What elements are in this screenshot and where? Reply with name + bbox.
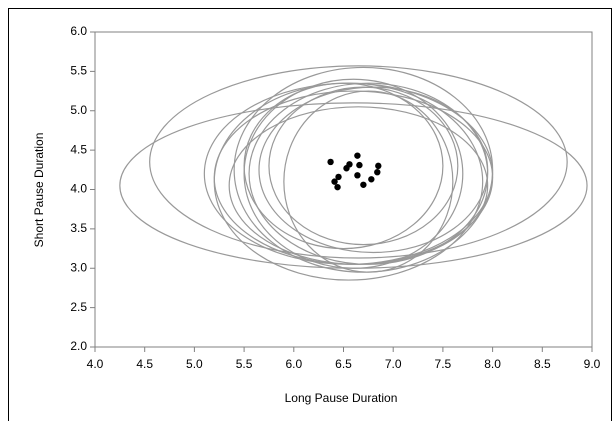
point bbox=[375, 162, 382, 170]
point bbox=[368, 176, 375, 183]
point bbox=[335, 173, 342, 181]
y-tick-label: 4.0 bbox=[70, 182, 87, 196]
ellipse bbox=[243, 78, 464, 269]
point bbox=[374, 168, 381, 176]
x-tick-label: 4.5 bbox=[136, 357, 153, 371]
ellipse bbox=[258, 86, 489, 254]
y-tick-label: 2.0 bbox=[70, 339, 87, 353]
ellipse bbox=[283, 90, 454, 273]
point bbox=[327, 158, 334, 166]
x-tick-label: 9.0 bbox=[584, 357, 601, 371]
point bbox=[331, 178, 338, 185]
ellipse bbox=[149, 65, 568, 259]
x-tick-label: 6.5 bbox=[335, 357, 352, 371]
y-tick-label: 3.5 bbox=[70, 221, 87, 235]
x-tick-label: 8.0 bbox=[484, 357, 501, 371]
x-tick-label: 7.5 bbox=[435, 357, 452, 371]
ellipse bbox=[213, 82, 484, 281]
x-tick-label: 6.0 bbox=[285, 357, 302, 371]
y-tick-label: 5.5 bbox=[70, 64, 87, 78]
point bbox=[360, 181, 367, 188]
x-tick-label: 5.5 bbox=[236, 357, 253, 371]
chart-frame bbox=[8, 8, 612, 421]
point bbox=[356, 161, 363, 169]
x-tick-label: 8.5 bbox=[534, 357, 551, 371]
y-tick-label: 3.0 bbox=[70, 260, 87, 274]
x-tick-label: 4.0 bbox=[87, 357, 104, 371]
y-axis-title: Short Pause Duration bbox=[32, 133, 46, 248]
x-tick-label: 7.0 bbox=[385, 357, 402, 371]
point bbox=[334, 183, 341, 191]
y-tick-label: 2.5 bbox=[70, 300, 87, 314]
point bbox=[346, 161, 353, 168]
y-tick-label: 4.5 bbox=[70, 142, 87, 156]
point bbox=[354, 172, 361, 179]
ellipse bbox=[228, 106, 489, 265]
y-tick-label: 5.0 bbox=[70, 103, 87, 117]
point bbox=[354, 152, 361, 159]
x-tick-label: 5.0 bbox=[186, 357, 203, 371]
y-tick-label: 6.0 bbox=[70, 24, 87, 38]
x-axis-title: Long Pause Duration bbox=[285, 391, 398, 405]
